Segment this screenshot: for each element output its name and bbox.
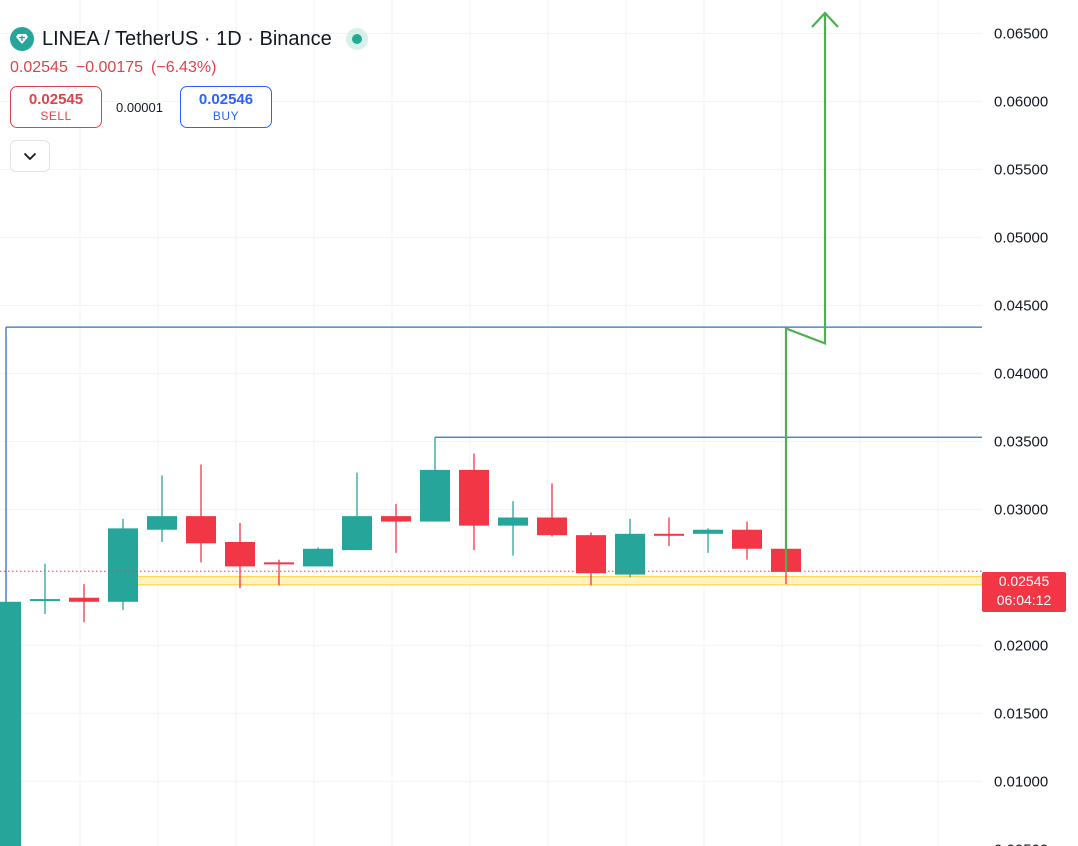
price-change-percent: (−6.43%): [151, 59, 217, 76]
buy-label: BUY: [212, 109, 240, 123]
y-tick-label: 0.05500: [994, 161, 1048, 178]
candle-body: [147, 516, 177, 530]
projection-arrow: [784, 11, 839, 572]
y-tick-label: 0.03000: [994, 501, 1048, 518]
candle-body: [186, 516, 216, 544]
chart-grid: [0, 0, 982, 846]
y-tick-label: 0.00500: [994, 841, 1048, 846]
candle-body: [498, 517, 528, 526]
y-tick-label: 0.05000: [994, 229, 1048, 246]
y-tick-label: 0.06000: [994, 93, 1048, 110]
candle-body: [342, 516, 372, 551]
last-price: 0.02545: [10, 59, 68, 76]
candle-body: [30, 599, 60, 602]
arrow-path: [784, 13, 827, 572]
candle-body: [459, 469, 489, 526]
candle-body: [264, 562, 294, 565]
candle-body: [615, 533, 645, 575]
price-change-row: 0.02545 −0.00175 (−6.43%): [10, 59, 224, 77]
last-price-tag: 0.02545 06:04:12: [982, 572, 1066, 612]
y-tick-label: 0.02000: [994, 637, 1048, 654]
y-tick-label: 0.04000: [994, 365, 1048, 382]
candle-body: [69, 597, 99, 602]
candle-body: [303, 548, 333, 567]
y-tick-label: 0.06500: [994, 25, 1048, 42]
sell-price: 0.02545: [28, 91, 84, 108]
candle-body: [576, 535, 606, 574]
last-price-tag-value: 0.02545: [998, 573, 1050, 589]
y-tick-label: 0.01500: [994, 705, 1048, 722]
tether-diamond-icon: [10, 27, 34, 51]
y-tick-label: 0.01000: [994, 773, 1048, 790]
candle-body: [693, 529, 723, 534]
symbol-header[interactable]: LINEA / TetherUS · 1D · Binance: [10, 27, 368, 51]
spread-value: 0.00001: [116, 100, 163, 115]
candle-body: [654, 533, 684, 536]
price-axis-bg: [982, 0, 1078, 846]
horizontal-lines: [5, 326, 982, 846]
candle-body: [732, 529, 762, 549]
symbol-title[interactable]: LINEA / TetherUS · 1D · Binance: [42, 27, 332, 50]
buy-price: 0.02546: [198, 91, 254, 108]
y-tick-label: 0.04500: [994, 297, 1048, 314]
candle-body: [537, 517, 567, 536]
candle-body: [225, 541, 255, 567]
sell-label: SELL: [40, 109, 72, 123]
candle-body: [420, 469, 450, 522]
support-zone-rect: [122, 576, 983, 586]
candle-body: [0, 601, 21, 846]
y-tick-label: 0.03500: [994, 433, 1048, 450]
market-open-dot-icon: [345, 28, 368, 50]
price-change: −0.00175: [75, 59, 144, 76]
candle-body: [108, 528, 138, 602]
support-zone: [122, 576, 983, 586]
candle-body: [381, 516, 411, 522]
sell-button[interactable]: 0.02545 SELL: [10, 86, 102, 128]
bar-countdown: 06:04:12: [996, 592, 1052, 608]
candles: [0, 437, 801, 846]
collapse-button[interactable]: [10, 140, 50, 172]
chevron-down-icon: [23, 152, 37, 160]
price-axis[interactable]: 0.06500 0.06000 0.05500 0.05000 0.04500 0.040…: [982, 0, 1078, 846]
arrow-head: [811, 11, 839, 28]
buy-button[interactable]: 0.02546 BUY: [180, 86, 272, 128]
